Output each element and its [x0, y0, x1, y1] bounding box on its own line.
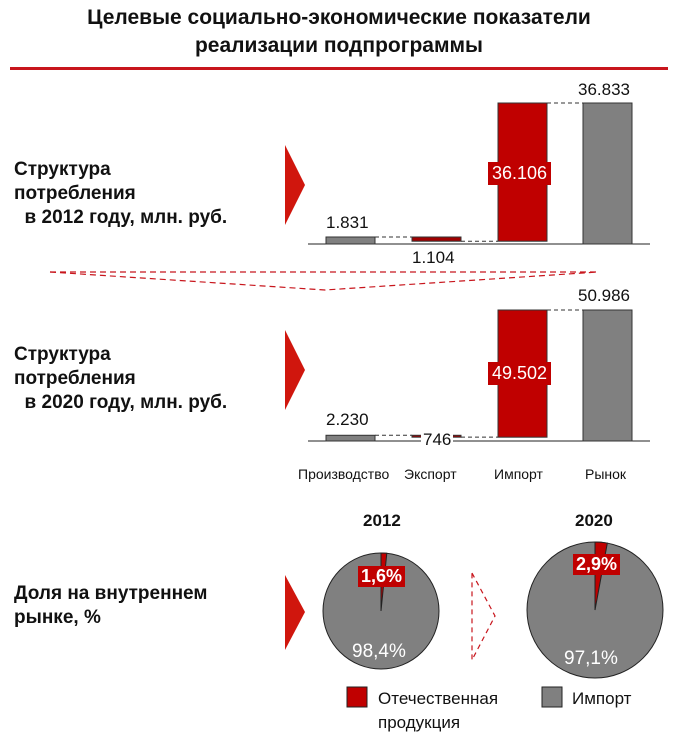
bar-market: [582, 102, 633, 245]
pie-label-domestic-2020: 2,9%: [573, 554, 621, 575]
label-market-2012: 36.833: [578, 80, 630, 99]
pie-label-domestic-2012: 1,6%: [358, 566, 406, 587]
pie-title-2012: 2012: [363, 511, 401, 530]
label-export-2020: 746: [421, 430, 454, 450]
dashed-arrow-icon: [471, 572, 496, 661]
label-production-2012: 1.831: [326, 213, 369, 232]
bar-export: [411, 236, 462, 242]
bar-market: [582, 309, 633, 442]
label-production-2020: 2.230: [326, 410, 369, 429]
legend-domestic: Отечественная продукция: [378, 689, 499, 732]
label-import-2012: 36.106: [488, 162, 552, 185]
pie-label-import-2012: 98,4%: [352, 641, 406, 662]
label-export-2012: 1.104: [412, 248, 455, 267]
bar-production: [325, 236, 376, 245]
legend-swatch-domestic: [346, 686, 368, 708]
category-production: Производство: [298, 466, 390, 482]
arrow-icon: [285, 575, 305, 650]
section-label-2020: Структура потребления в 2020 году, млн. р…: [14, 344, 228, 413]
arrow-icon: [285, 145, 305, 225]
bar-production: [325, 434, 376, 442]
category-market: Рынок: [585, 466, 627, 482]
dashed-chevron: [49, 271, 599, 291]
label-market-2020: 50.986: [578, 286, 630, 305]
pie-label-import-2020: 97,1%: [564, 648, 618, 669]
category-export: Экспорт: [404, 466, 457, 482]
legend-import: Импорт: [572, 689, 632, 708]
section-label-2012: Структура потребления в 2012 году, млн. р…: [14, 159, 228, 228]
title-line-1: Целевые социально-экономические показате…: [87, 6, 591, 29]
title-line-2: реализации подпрограммы: [194, 34, 483, 57]
arrow-icon: [285, 330, 305, 410]
label-import-2020: 49.502: [488, 362, 552, 385]
section-label-share: Доля на внутреннем рынке, %: [14, 583, 208, 628]
category-import: Импорт: [494, 466, 543, 482]
legend-swatch-import: [541, 686, 563, 708]
pie-title-2020: 2020: [575, 511, 613, 530]
title-rule: [10, 67, 668, 70]
